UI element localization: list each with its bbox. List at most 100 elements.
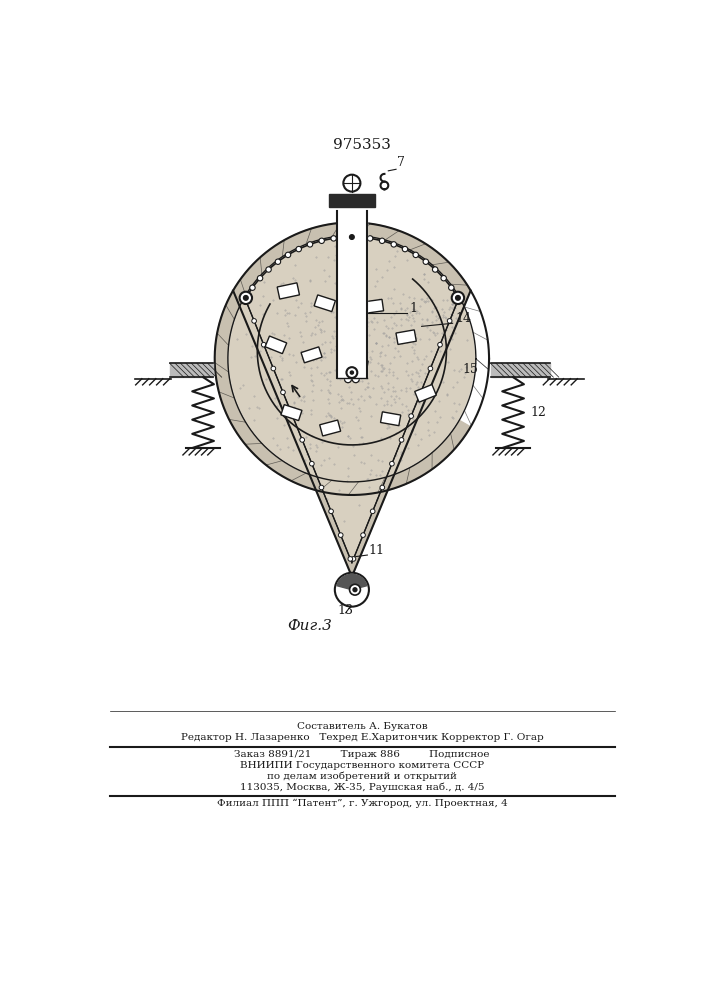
Circle shape	[286, 252, 291, 258]
Bar	[363, 299, 384, 313]
Text: 1: 1	[409, 302, 417, 316]
Circle shape	[243, 296, 248, 300]
Circle shape	[228, 236, 475, 481]
Text: 12: 12	[530, 406, 546, 419]
Bar	[380, 412, 401, 426]
Bar	[314, 295, 335, 312]
Circle shape	[423, 259, 428, 264]
Circle shape	[391, 242, 397, 247]
Circle shape	[339, 533, 343, 537]
Circle shape	[433, 267, 438, 272]
Polygon shape	[245, 297, 460, 563]
Circle shape	[331, 236, 337, 241]
Circle shape	[341, 369, 348, 376]
Polygon shape	[233, 222, 471, 577]
Wedge shape	[337, 574, 367, 590]
Circle shape	[250, 285, 255, 290]
Circle shape	[438, 342, 443, 347]
Circle shape	[243, 295, 247, 299]
Circle shape	[457, 295, 462, 299]
Bar	[415, 385, 436, 402]
Bar	[320, 420, 341, 436]
Polygon shape	[337, 211, 367, 378]
Circle shape	[390, 461, 395, 466]
Circle shape	[329, 509, 334, 514]
Text: Фиг.3: Фиг.3	[287, 619, 332, 633]
Circle shape	[335, 573, 369, 607]
Circle shape	[243, 295, 249, 301]
Polygon shape	[491, 363, 549, 377]
Circle shape	[271, 366, 276, 371]
Text: Редактор Н. Лазаренко   Техред Е.Харитончик Корректор Г. Огар: Редактор Н. Лазаренко Техред Е.Харитончи…	[180, 733, 543, 742]
Polygon shape	[215, 291, 245, 427]
Circle shape	[346, 231, 358, 243]
Text: 7: 7	[397, 156, 404, 169]
Circle shape	[240, 292, 252, 304]
Circle shape	[319, 485, 324, 490]
Text: 14: 14	[455, 312, 471, 325]
Text: по делам изобретений и открытий: по делам изобретений и открытий	[267, 771, 457, 781]
Circle shape	[348, 557, 353, 561]
Circle shape	[355, 234, 361, 240]
Circle shape	[344, 362, 351, 369]
Text: Филиал ППП “Патент”, г. Ужгород, ул. Проектная, 4: Филиал ППП “Патент”, г. Ужгород, ул. Про…	[216, 799, 508, 808]
Circle shape	[319, 238, 325, 243]
Circle shape	[399, 438, 404, 442]
Circle shape	[361, 533, 366, 537]
Polygon shape	[329, 194, 375, 207]
Polygon shape	[245, 236, 460, 563]
Circle shape	[257, 276, 263, 281]
Circle shape	[455, 296, 460, 300]
Circle shape	[409, 414, 414, 418]
Circle shape	[344, 175, 361, 192]
Circle shape	[351, 371, 354, 374]
Text: Составитель А. Букатов: Составитель А. Букатов	[297, 722, 427, 731]
Circle shape	[380, 238, 385, 243]
Circle shape	[353, 588, 357, 592]
Circle shape	[252, 319, 257, 323]
Circle shape	[300, 438, 305, 442]
Bar	[301, 347, 322, 363]
Bar	[281, 405, 302, 421]
Circle shape	[368, 236, 373, 241]
Circle shape	[402, 246, 408, 252]
Circle shape	[344, 376, 351, 383]
Circle shape	[296, 246, 301, 252]
Bar	[277, 283, 300, 299]
Circle shape	[413, 252, 419, 258]
Circle shape	[310, 461, 314, 466]
Circle shape	[349, 584, 361, 595]
Circle shape	[441, 276, 446, 281]
Text: 113035, Москва, Ж-35, Раушская наб., д. 4/5: 113035, Москва, Ж-35, Раушская наб., д. …	[240, 782, 484, 792]
Circle shape	[266, 267, 271, 272]
Circle shape	[343, 234, 349, 240]
Bar	[396, 330, 416, 344]
Text: 11: 11	[369, 544, 385, 557]
Circle shape	[352, 376, 359, 383]
Bar	[265, 336, 287, 354]
Circle shape	[281, 390, 286, 395]
Bar	[348, 357, 368, 372]
Circle shape	[448, 319, 452, 323]
Circle shape	[428, 366, 433, 371]
Circle shape	[308, 242, 312, 247]
Text: Заказ 8891/21         Тираж 886         Подписное: Заказ 8891/21 Тираж 886 Подписное	[234, 750, 490, 759]
Circle shape	[351, 557, 356, 561]
Circle shape	[448, 285, 454, 290]
Polygon shape	[170, 363, 213, 377]
Circle shape	[262, 342, 266, 347]
Circle shape	[380, 485, 385, 490]
Circle shape	[356, 369, 363, 376]
Circle shape	[352, 362, 359, 369]
Text: 15: 15	[462, 363, 479, 376]
Circle shape	[275, 259, 281, 264]
Circle shape	[291, 414, 295, 418]
Circle shape	[452, 292, 464, 304]
Circle shape	[455, 295, 461, 301]
Text: 13: 13	[338, 604, 354, 617]
Circle shape	[419, 390, 423, 395]
Text: ВНИИПИ Государственного комитета СССР: ВНИИПИ Государственного комитета СССР	[240, 761, 484, 770]
Circle shape	[349, 235, 354, 239]
Polygon shape	[233, 420, 471, 495]
Text: 975353: 975353	[333, 138, 391, 152]
